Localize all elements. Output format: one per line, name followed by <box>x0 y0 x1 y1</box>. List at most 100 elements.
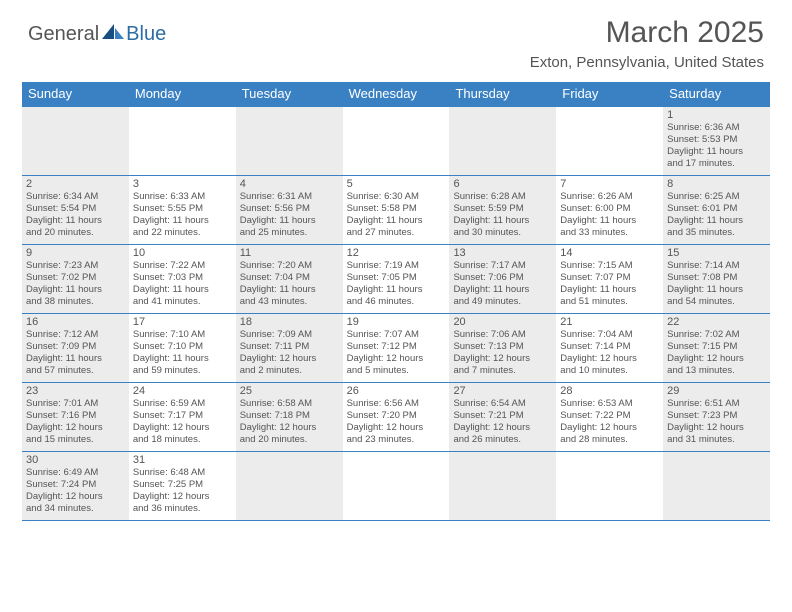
day-info-daylight2: and 7 minutes. <box>453 365 552 377</box>
day-number: 3 <box>133 178 232 190</box>
day-cell: 9Sunrise: 7:23 AMSunset: 7:02 PMDaylight… <box>22 245 129 313</box>
day-number: 29 <box>667 385 766 397</box>
day-info-sunset: Sunset: 5:59 PM <box>453 203 552 215</box>
day-number: 8 <box>667 178 766 190</box>
day-info-daylight1: Daylight: 12 hours <box>26 491 125 503</box>
day-info-sunrise: Sunrise: 6:34 AM <box>26 191 125 203</box>
day-number: 23 <box>26 385 125 397</box>
day-info-daylight2: and 30 minutes. <box>453 227 552 239</box>
week-row: 1Sunrise: 6:36 AMSunset: 5:53 PMDaylight… <box>22 107 770 176</box>
day-cell <box>449 452 556 520</box>
day-info-sunset: Sunset: 5:58 PM <box>347 203 446 215</box>
day-info-sunset: Sunset: 7:20 PM <box>347 410 446 422</box>
day-cell <box>449 107 556 175</box>
day-info-sunrise: Sunrise: 6:48 AM <box>133 467 232 479</box>
day-cell: 5Sunrise: 6:30 AMSunset: 5:58 PMDaylight… <box>343 176 450 244</box>
day-info-sunset: Sunset: 5:54 PM <box>26 203 125 215</box>
day-info-daylight1: Daylight: 11 hours <box>453 215 552 227</box>
day-header-row: Sunday Monday Tuesday Wednesday Thursday… <box>22 82 770 107</box>
day-info-sunrise: Sunrise: 6:49 AM <box>26 467 125 479</box>
day-number: 11 <box>240 247 339 259</box>
day-info-daylight1: Daylight: 12 hours <box>240 422 339 434</box>
day-cell <box>236 107 343 175</box>
day-info-daylight2: and 41 minutes. <box>133 296 232 308</box>
day-info-sunrise: Sunrise: 6:25 AM <box>667 191 766 203</box>
day-info-sunset: Sunset: 7:23 PM <box>667 410 766 422</box>
day-info-daylight1: Daylight: 12 hours <box>560 422 659 434</box>
day-info-daylight2: and 31 minutes. <box>667 434 766 446</box>
day-cell: 11Sunrise: 7:20 AMSunset: 7:04 PMDayligh… <box>236 245 343 313</box>
day-info-daylight2: and 23 minutes. <box>347 434 446 446</box>
week-row: 30Sunrise: 6:49 AMSunset: 7:24 PMDayligh… <box>22 452 770 521</box>
day-cell: 2Sunrise: 6:34 AMSunset: 5:54 PMDaylight… <box>22 176 129 244</box>
day-info-daylight2: and 20 minutes. <box>26 227 125 239</box>
day-cell <box>556 107 663 175</box>
day-cell <box>343 107 450 175</box>
day-info-daylight2: and 10 minutes. <box>560 365 659 377</box>
day-info-daylight1: Daylight: 11 hours <box>133 215 232 227</box>
calendar: Sunday Monday Tuesday Wednesday Thursday… <box>22 82 770 521</box>
day-info-sunset: Sunset: 7:03 PM <box>133 272 232 284</box>
day-cell: 27Sunrise: 6:54 AMSunset: 7:21 PMDayligh… <box>449 383 556 451</box>
day-info-daylight2: and 18 minutes. <box>133 434 232 446</box>
day-info-sunrise: Sunrise: 7:15 AM <box>560 260 659 272</box>
day-info-daylight1: Daylight: 11 hours <box>240 284 339 296</box>
day-info-daylight1: Daylight: 11 hours <box>347 215 446 227</box>
day-cell: 6Sunrise: 6:28 AMSunset: 5:59 PMDaylight… <box>449 176 556 244</box>
day-info-sunset: Sunset: 6:01 PM <box>667 203 766 215</box>
day-number: 12 <box>347 247 446 259</box>
day-info-daylight2: and 2 minutes. <box>240 365 339 377</box>
day-number: 21 <box>560 316 659 328</box>
day-info-daylight1: Daylight: 12 hours <box>240 353 339 365</box>
day-info-sunrise: Sunrise: 7:04 AM <box>560 329 659 341</box>
day-number: 15 <box>667 247 766 259</box>
day-info-sunrise: Sunrise: 7:14 AM <box>667 260 766 272</box>
day-info-sunrise: Sunrise: 7:20 AM <box>240 260 339 272</box>
day-info-sunrise: Sunrise: 7:17 AM <box>453 260 552 272</box>
logo-text-blue: Blue <box>126 23 166 46</box>
day-cell: 16Sunrise: 7:12 AMSunset: 7:09 PMDayligh… <box>22 314 129 382</box>
day-number: 1 <box>667 109 766 121</box>
day-info-daylight1: Daylight: 12 hours <box>667 353 766 365</box>
day-number: 2 <box>26 178 125 190</box>
day-cell: 10Sunrise: 7:22 AMSunset: 7:03 PMDayligh… <box>129 245 236 313</box>
day-info-daylight2: and 28 minutes. <box>560 434 659 446</box>
day-cell: 15Sunrise: 7:14 AMSunset: 7:08 PMDayligh… <box>663 245 770 313</box>
day-header-mon: Monday <box>129 82 236 107</box>
day-info-sunrise: Sunrise: 7:22 AM <box>133 260 232 272</box>
day-info-sunrise: Sunrise: 6:59 AM <box>133 398 232 410</box>
day-info-daylight1: Daylight: 12 hours <box>133 491 232 503</box>
day-info-daylight1: Daylight: 11 hours <box>26 353 125 365</box>
day-number: 10 <box>133 247 232 259</box>
day-info-sunset: Sunset: 7:21 PM <box>453 410 552 422</box>
day-number: 7 <box>560 178 659 190</box>
day-cell: 28Sunrise: 6:53 AMSunset: 7:22 PMDayligh… <box>556 383 663 451</box>
day-info-sunrise: Sunrise: 6:31 AM <box>240 191 339 203</box>
day-info-sunrise: Sunrise: 7:19 AM <box>347 260 446 272</box>
day-info-daylight2: and 13 minutes. <box>667 365 766 377</box>
day-cell: 8Sunrise: 6:25 AMSunset: 6:01 PMDaylight… <box>663 176 770 244</box>
day-info-daylight1: Daylight: 11 hours <box>667 284 766 296</box>
day-info-sunset: Sunset: 7:15 PM <box>667 341 766 353</box>
weeks-container: 1Sunrise: 6:36 AMSunset: 5:53 PMDaylight… <box>22 107 770 521</box>
day-info-daylight1: Daylight: 12 hours <box>347 422 446 434</box>
day-number: 24 <box>133 385 232 397</box>
day-cell: 22Sunrise: 7:02 AMSunset: 7:15 PMDayligh… <box>663 314 770 382</box>
day-info-daylight1: Daylight: 12 hours <box>133 422 232 434</box>
day-info-sunset: Sunset: 7:17 PM <box>133 410 232 422</box>
day-info-sunset: Sunset: 7:09 PM <box>26 341 125 353</box>
day-info-sunrise: Sunrise: 6:51 AM <box>667 398 766 410</box>
day-info-daylight2: and 34 minutes. <box>26 503 125 515</box>
day-info-daylight2: and 57 minutes. <box>26 365 125 377</box>
day-number: 16 <box>26 316 125 328</box>
day-info-daylight2: and 38 minutes. <box>26 296 125 308</box>
day-info-sunset: Sunset: 7:08 PM <box>667 272 766 284</box>
week-row: 23Sunrise: 7:01 AMSunset: 7:16 PMDayligh… <box>22 383 770 452</box>
day-cell: 21Sunrise: 7:04 AMSunset: 7:14 PMDayligh… <box>556 314 663 382</box>
day-info-daylight2: and 33 minutes. <box>560 227 659 239</box>
day-info-sunset: Sunset: 7:10 PM <box>133 341 232 353</box>
day-info-sunrise: Sunrise: 7:06 AM <box>453 329 552 341</box>
month-title: March 2025 <box>530 16 764 50</box>
day-number: 30 <box>26 454 125 466</box>
day-number: 28 <box>560 385 659 397</box>
